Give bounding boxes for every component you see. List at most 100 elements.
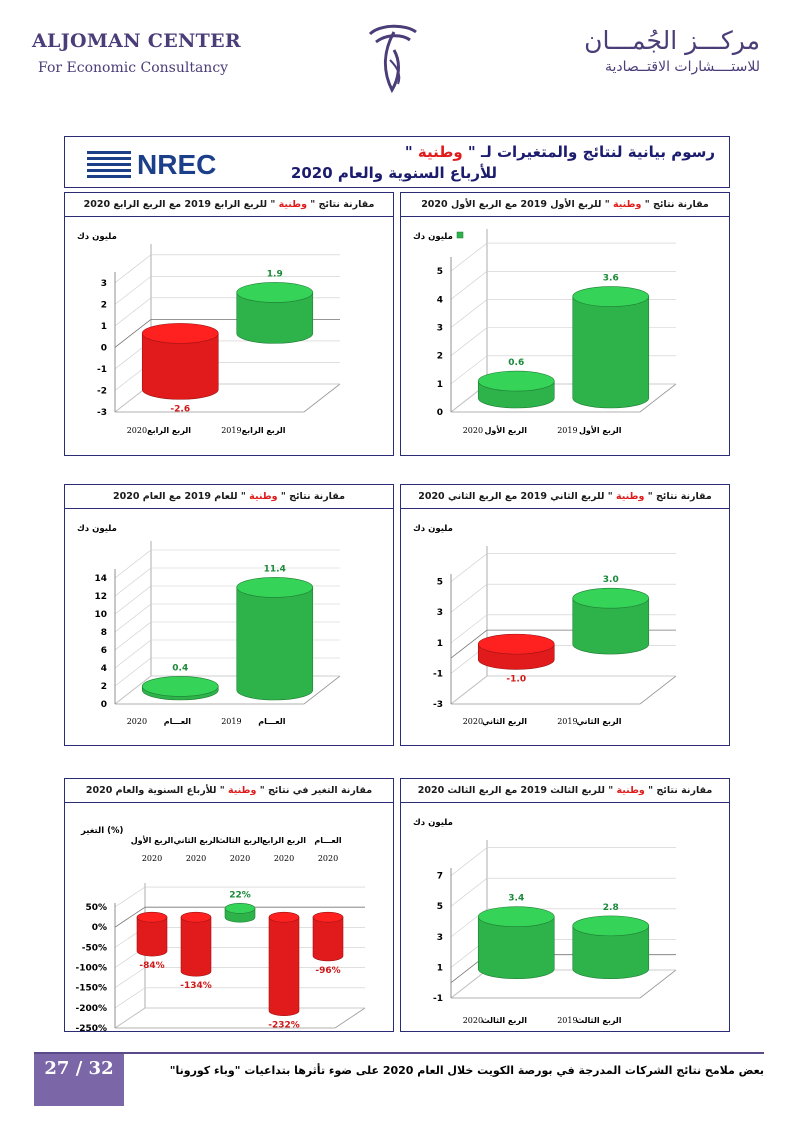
y-tick-label: -3 bbox=[97, 408, 107, 418]
y-tick-label: 50% bbox=[85, 903, 107, 913]
y-tick-label: 7 bbox=[437, 872, 443, 882]
y-tick-label: 3 bbox=[437, 933, 443, 943]
y-tick-label: 5 bbox=[437, 902, 443, 912]
y-tick-label: 6 bbox=[101, 646, 107, 656]
nrec-logo-text: NREC bbox=[137, 149, 216, 179]
brand-english: ALJOMAN CENTER For Economic Consultancy bbox=[32, 30, 262, 76]
gridline bbox=[114, 886, 146, 908]
data-label: 0.6 bbox=[508, 358, 524, 368]
gridline bbox=[114, 657, 152, 687]
bar bbox=[572, 587, 650, 655]
gridline bbox=[114, 1007, 146, 1029]
chart-panel-year: مقارنة نتائج " وطنية " للعام 2019 مع الع… bbox=[64, 484, 394, 746]
y-tick-label: 14 bbox=[94, 574, 107, 584]
brand-tagline-en: For Economic Consultancy bbox=[38, 60, 229, 76]
zero-line bbox=[450, 629, 488, 659]
unit-label: مليون دك bbox=[77, 232, 117, 242]
category-year: 2020 bbox=[463, 426, 483, 435]
data-label: -96% bbox=[315, 966, 340, 976]
chart-change: -250% -200% -150% -100% -50% 0% 50% التغير (%) -… bbox=[75, 826, 366, 1033]
y-tick-label: 8 bbox=[101, 628, 107, 638]
gridline bbox=[114, 297, 152, 327]
y-tick-label: 0 bbox=[437, 408, 443, 418]
category-label: العـــام bbox=[164, 717, 192, 726]
unit-label: مليون دك bbox=[413, 818, 453, 828]
category-label: الربع الأول bbox=[484, 425, 527, 435]
y-tick-label: -100% bbox=[75, 964, 107, 974]
category-year: 2020 bbox=[127, 717, 147, 726]
data-label: 3.4 bbox=[508, 894, 524, 904]
gridline bbox=[114, 276, 152, 305]
gridline bbox=[450, 847, 488, 876]
gridline bbox=[450, 583, 488, 613]
bar bbox=[572, 286, 650, 409]
y-tick-label: 1 bbox=[437, 963, 443, 973]
category-year: 2020 bbox=[274, 854, 294, 863]
gridline bbox=[450, 969, 488, 999]
page-number: 27 / 32 bbox=[34, 1054, 124, 1106]
category-label: العـــام bbox=[314, 836, 342, 845]
gridline bbox=[114, 603, 152, 633]
y-tick-label: 2 bbox=[437, 352, 443, 362]
gridline bbox=[114, 585, 152, 615]
gridline bbox=[114, 621, 152, 651]
gridline bbox=[450, 271, 488, 300]
nrec-logo: NREC bbox=[87, 149, 216, 179]
category-year: 2020 bbox=[230, 854, 250, 863]
data-label: 1.9 bbox=[267, 269, 283, 279]
gridline bbox=[450, 614, 488, 644]
zero-line bbox=[114, 906, 146, 928]
brand-tagline-ar: للاستــــشارات الاقتــصادية bbox=[604, 59, 760, 75]
category-year: 2020 bbox=[463, 1016, 483, 1025]
category-label: الربع الثاني bbox=[482, 717, 527, 726]
category-label: الربع الرابع bbox=[242, 426, 286, 435]
gridline bbox=[114, 254, 152, 284]
banner-title-line1: رسوم بيانية لنتائج والمتغيرات لـ " وطنية… bbox=[404, 143, 715, 161]
chart-panel-q4: مقارنة نتائج " وطنية " للربع الرابع 2019… bbox=[64, 192, 394, 456]
y-tick-label: 2 bbox=[101, 682, 107, 692]
category-label: الربع الثاني bbox=[173, 836, 218, 845]
chart-title: مقارنة نتائج " وطنية " للربع الثالث 2019… bbox=[401, 779, 729, 803]
gridline bbox=[114, 549, 152, 579]
category-label: الربع الأول bbox=[131, 835, 174, 845]
gridline bbox=[450, 553, 488, 582]
y-tick-label: -1 bbox=[433, 669, 443, 679]
gridline bbox=[450, 299, 488, 328]
data-label: 11.4 bbox=[264, 564, 286, 574]
bar bbox=[180, 911, 212, 977]
data-label: 3.6 bbox=[603, 274, 619, 284]
y-tick-label: -1 bbox=[433, 994, 443, 1004]
bar bbox=[477, 370, 555, 409]
y-tick-label: 2 bbox=[101, 300, 107, 310]
y-tick-label: 1 bbox=[437, 639, 443, 649]
bar bbox=[141, 323, 219, 400]
chart-panel-change: مقارنة التغير في نتائج " وطنية " للأرباع… bbox=[64, 778, 394, 1033]
y-tick-label: -2 bbox=[97, 386, 107, 396]
category-year: 2020 bbox=[127, 426, 147, 435]
y-tick-label: -3 bbox=[433, 700, 443, 710]
banner-title-line2: للأرباع السنوية والعام 2020 bbox=[290, 164, 497, 182]
brand-name-ar: مركـــز الجُمـــان bbox=[584, 26, 760, 55]
aljoman-logo-icon bbox=[368, 24, 417, 94]
y-tick-label: -50% bbox=[82, 943, 107, 953]
y-tick-label: 5 bbox=[437, 267, 443, 277]
category-year: 2019 bbox=[557, 426, 577, 435]
page-footer: 27 / 32 بعض ملامح نتائج الشركات المدرجة … bbox=[34, 1052, 764, 1106]
brand-name-en: ALJOMAN CENTER bbox=[32, 30, 241, 52]
y-tick-label: 0 bbox=[101, 700, 107, 710]
gridline bbox=[450, 242, 488, 272]
category-label: الربع الثالث bbox=[576, 1016, 622, 1025]
y-tick-label: 4 bbox=[101, 664, 107, 674]
chart-panel-q3: مقارنة نتائج " وطنية " للربع الثالث 2019… bbox=[400, 778, 730, 1032]
unit-label: مليون دك bbox=[77, 524, 117, 534]
brand-arabic: مركـــز الجُمـــان للاستــــشارات الاقتـ… bbox=[540, 26, 760, 75]
y-tick-label: 3 bbox=[437, 608, 443, 618]
gridline bbox=[114, 967, 146, 988]
bar bbox=[224, 903, 256, 923]
y-tick-label: -1 bbox=[97, 365, 107, 375]
unit-label: مليون دك bbox=[413, 524, 453, 534]
title-banner: NREC رسوم بيانية لنتائج والمتغيرات لـ " … bbox=[64, 136, 730, 188]
